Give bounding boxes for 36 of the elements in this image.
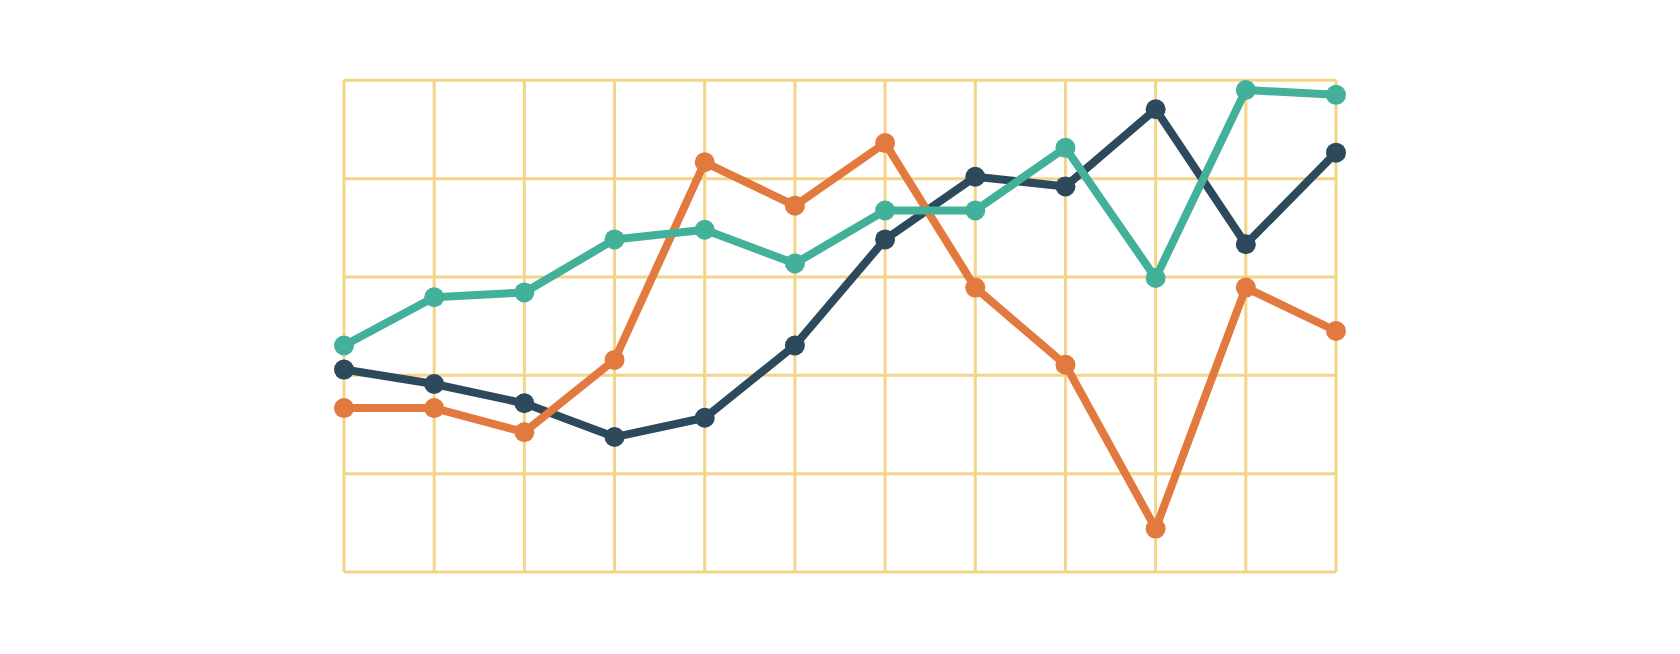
point [965,166,986,187]
point [1326,321,1346,341]
point [334,335,354,356]
point [604,427,625,448]
point [514,282,535,303]
point [334,398,354,419]
point [875,133,896,154]
point [334,359,354,380]
point [965,200,986,221]
point [784,195,805,216]
point [514,422,535,443]
point [1235,80,1256,100]
point [1055,354,1076,375]
point [1326,84,1346,105]
point [1145,267,1166,288]
point [694,219,715,240]
point [1055,137,1076,158]
point [424,374,445,395]
point [1235,234,1256,255]
point [514,393,535,414]
point [694,407,715,428]
point [784,335,805,356]
point [1055,176,1076,197]
point [694,152,715,173]
point [965,277,986,298]
point [784,253,805,274]
point [1235,277,1256,298]
point [1145,99,1166,120]
point [424,398,445,419]
point [1326,142,1346,163]
point [604,229,625,250]
point [424,287,445,308]
point [604,349,625,370]
point [875,200,896,221]
point [875,229,896,250]
point [1145,518,1166,539]
